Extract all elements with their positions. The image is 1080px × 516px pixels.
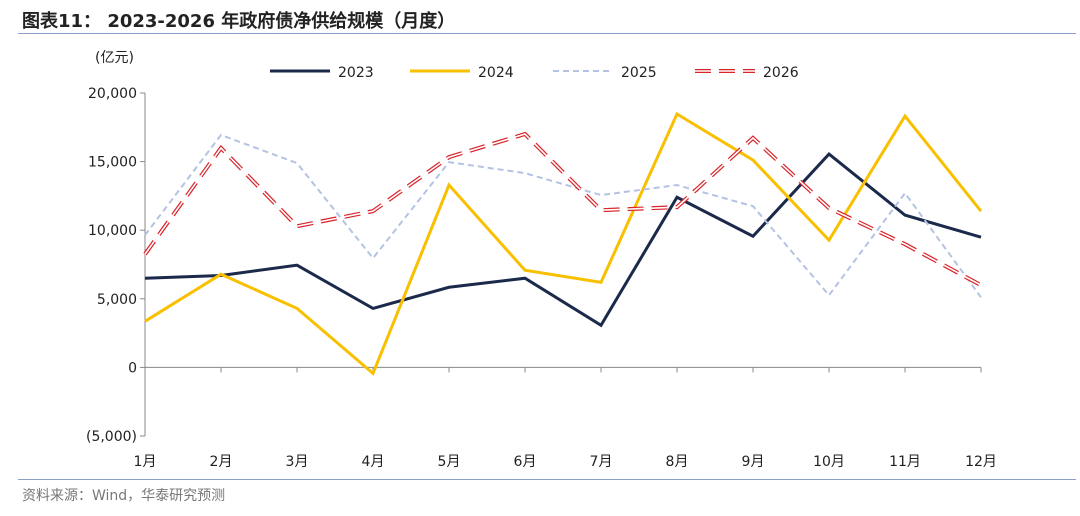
x-tick-label: 3月 bbox=[286, 454, 309, 470]
source-note: 资料来源：Wind，华泰研究预测 bbox=[22, 488, 226, 504]
legend-label: 2023 bbox=[338, 65, 374, 81]
y-tick-label: 10,000 bbox=[88, 223, 137, 239]
y-tick-label: 20,000 bbox=[88, 86, 137, 102]
x-tick-label: 8月 bbox=[666, 454, 689, 470]
y-axis-label: (亿元) bbox=[95, 50, 134, 66]
series-2024-line bbox=[144, 111, 983, 376]
x-tick-label: 9月 bbox=[742, 454, 765, 470]
x-tick-label: 5月 bbox=[438, 454, 461, 470]
x-tick-label: 7月 bbox=[590, 454, 613, 470]
y-tick-label: (5,000) bbox=[86, 429, 137, 445]
y-tick-label: 5,000 bbox=[97, 292, 137, 308]
legend-label: 2024 bbox=[478, 65, 514, 81]
legend-label: 2026 bbox=[763, 65, 799, 81]
legend-label: 2025 bbox=[621, 65, 657, 81]
series-2026-line bbox=[143, 131, 982, 287]
x-tick-label: 2月 bbox=[210, 454, 233, 470]
series-2023-line bbox=[144, 152, 982, 328]
x-tick-label: 10月 bbox=[813, 454, 845, 470]
x-tick-label: 11月 bbox=[889, 454, 921, 470]
x-tick-label: 6月 bbox=[514, 454, 537, 470]
divider bbox=[18, 479, 1076, 480]
y-tick-label: 15,000 bbox=[88, 155, 137, 171]
chart-title: 图表11： 2023-2026 年政府债净供给规模（月度） bbox=[22, 11, 456, 32]
x-tick-label: 12月 bbox=[965, 454, 997, 470]
divider bbox=[18, 33, 1076, 34]
series-2026-line-inner bbox=[144, 133, 982, 286]
x-tick-label: 1月 bbox=[134, 454, 157, 470]
x-tick-label: 4月 bbox=[362, 454, 385, 470]
y-tick-label: 0 bbox=[128, 360, 137, 376]
series-2025-line bbox=[144, 133, 982, 298]
